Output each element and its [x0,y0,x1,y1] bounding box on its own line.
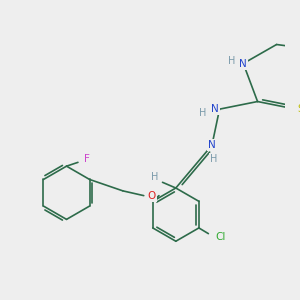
Text: N: N [211,104,219,114]
Text: O: O [147,190,155,201]
Text: H: H [199,108,206,118]
Text: N: N [208,140,216,150]
Text: H: H [228,56,236,66]
Text: H: H [210,154,218,164]
Text: F: F [85,154,90,164]
Text: S: S [297,104,300,114]
Text: Cl: Cl [215,232,226,242]
Text: N: N [239,58,247,68]
Text: H: H [151,172,159,182]
